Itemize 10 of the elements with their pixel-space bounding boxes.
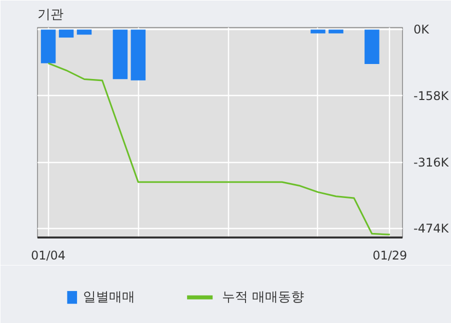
- y-tick-label: 0K: [414, 22, 430, 37]
- x-tick-label: 01/04: [30, 248, 66, 262]
- legend-label: 일별매매: [83, 290, 136, 305]
- y-tick-label: -474K: [414, 222, 450, 236]
- line-series: [47, 62, 391, 236]
- x-tick-label: 01/29: [372, 248, 408, 262]
- y-tick-label: -158K: [414, 88, 450, 103]
- y-tick-label: -316K: [414, 155, 450, 170]
- legend-label: 누적 매매동향: [222, 290, 304, 305]
- chart-title: 기관: [38, 8, 64, 22]
